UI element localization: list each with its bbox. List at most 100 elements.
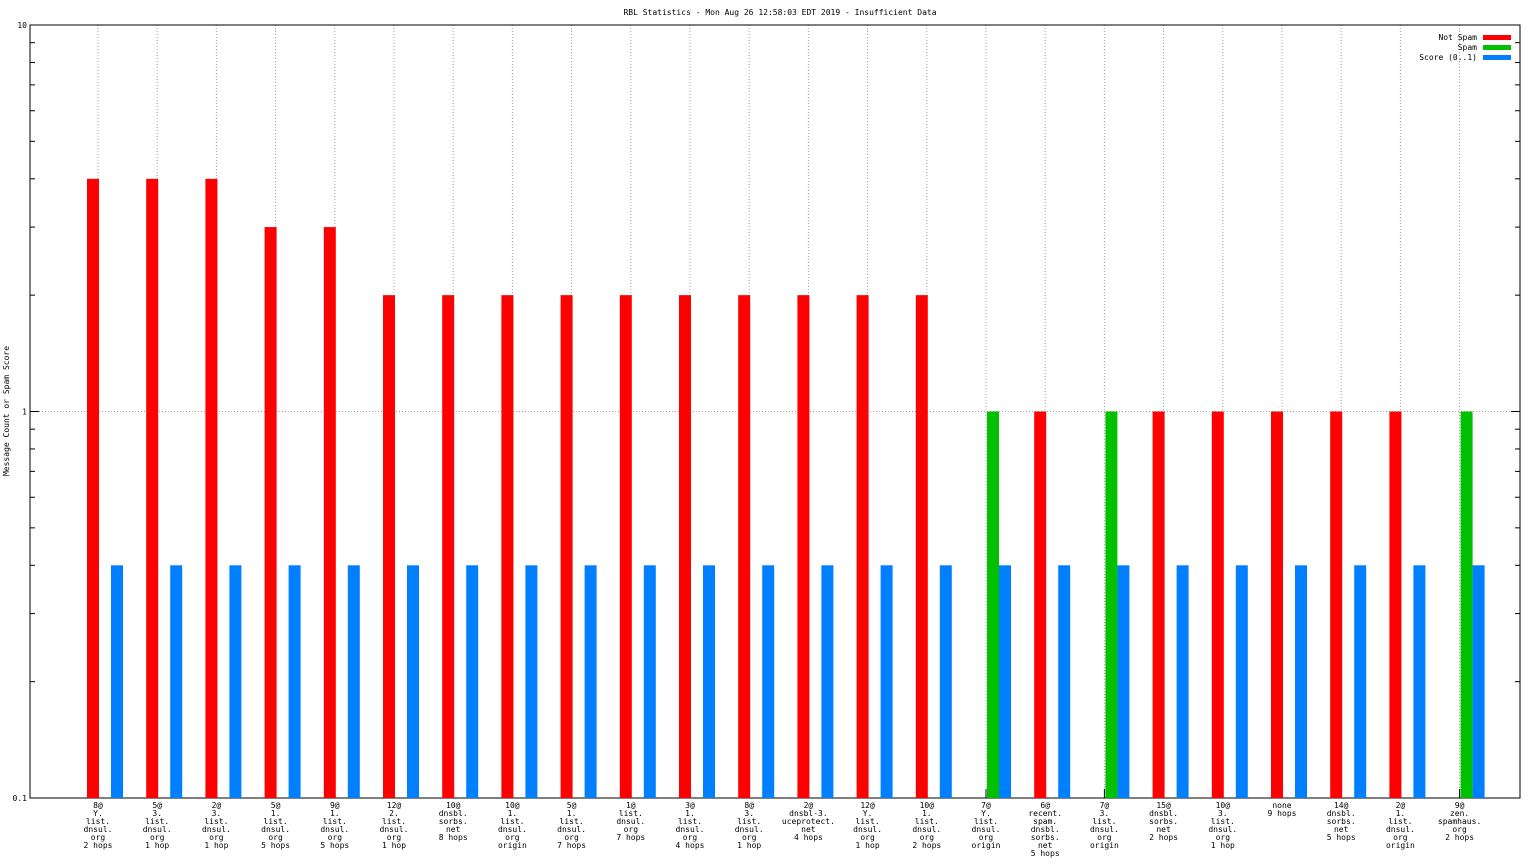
x-tick-line: org [328,833,343,842]
x-tick-line: list. [264,817,288,826]
x-tick-line: list. [323,817,347,826]
bar [205,178,218,798]
x-tick-line: dnsul. [143,825,172,834]
x-tick-line: org [1393,833,1408,842]
bar [323,227,336,798]
y-tick-label: 0.1 [13,794,28,803]
x-tick-line: 3. [212,809,222,818]
x-tick-line: 3@ [685,801,695,810]
x-tick-label: 8@ Y. list. dnsul. org 2 hops [84,801,113,850]
x-tick-line: 1 hop [856,841,880,850]
bar [347,565,360,798]
bar [146,178,159,798]
bar [703,565,715,798]
bar [170,565,183,798]
bar [738,295,751,798]
x-tick-line: 10@ [920,801,935,810]
x-tick-line: list. [678,817,702,826]
x-tick-line: org [1452,825,1467,834]
x-tick-line: dnsul. [616,817,645,826]
x-tick-line: org [505,833,520,842]
bar [525,565,538,798]
bar [1176,565,1189,798]
x-tick-line: 1. [922,809,932,818]
x-tick-line: 7@ [1100,801,1110,810]
x-tick-label: none 9 hops [1268,801,1297,818]
bar [1152,411,1165,798]
x-tick-label: 3@ 1. list. dnsul. org 4 hops [676,801,705,850]
x-tick-line: Y. [863,809,873,818]
x-tick-line: 5 hops [1031,849,1060,858]
bar [1330,411,1343,798]
bar [288,565,301,798]
x-tick-line: net [1156,825,1171,834]
x-tick-line: dnsul. [912,825,941,834]
x-tick-line: 3. [1100,809,1110,818]
x-tick-line: 6@ [1040,801,1050,810]
bar [584,565,597,798]
x-tick-line: 8@ [744,801,754,810]
x-tick-line: 4 hops [794,833,823,842]
x-tick-line: 2 hops [1149,833,1178,842]
bar [466,565,479,798]
x-tick-line: net [1334,825,1349,834]
x-tick-line: 3. [1218,809,1228,818]
x-tick-label: 10@ 1. list. dnsul. org origin [498,801,527,850]
x-tick-line: net [446,825,461,834]
x-tick-line: list. [382,817,406,826]
x-tick-line: dnsul. [261,825,290,834]
bar [880,565,893,798]
legend-label: Score (0..1) [1419,53,1477,62]
x-tick-label: 2@ dnsbl-3. uceprotect. net 4 hops [782,801,835,842]
bar [229,565,242,798]
bar [560,295,573,798]
x-tick-line: 5@ [271,801,281,810]
x-tick-line: none [1272,801,1291,810]
x-tick-line: dnsbl. [1031,825,1060,834]
x-tick-line: 1 hop [382,841,406,850]
x-tick-line: 2 hops [84,841,113,850]
x-tick-line: dnsul. [972,825,1001,834]
x-tick-line: uceprotect. [782,817,835,826]
x-tick-label: 10@ 3. list. dnsul. org 1 hop [1208,801,1237,850]
x-tick-line: dnsul. [557,825,586,834]
bar [856,295,869,798]
x-tick-line: 1. [567,809,577,818]
x-tick-line: 1@ [626,801,636,810]
x-tick-line: list. [1388,817,1412,826]
legend-swatch [1483,45,1511,50]
x-tick-line: 9@ [330,801,340,810]
x-tick-line: list. [500,817,524,826]
x-tick-line: 7@ [981,801,991,810]
plot-border [29,24,1521,799]
bar [87,178,99,798]
chart-title: RBL Statistics - Mon Aug 26 12:58:03 EDT… [623,8,936,17]
x-tick-line: dnsul. [84,825,113,834]
x-tick-line: dnsul. [676,825,705,834]
x-tick-line: origin [498,841,527,850]
x-tick-label: 1@ list. dnsul. org 7 hops [616,801,645,842]
x-tick-line: 1. [1396,809,1406,818]
x-tick-line: dnsbl. [439,809,468,818]
x-tick-label: 8@ 3. list. dnsul. org 1 hop [735,801,764,850]
x-tick-line: recent. [1028,809,1062,818]
x-tick-line: org [564,833,579,842]
x-tick-label: 10@ 1. list. dnsul. org 2 hops [912,801,941,850]
bar [915,295,928,798]
bar [1472,565,1485,798]
legend-swatch [1483,55,1511,60]
x-tick-line: 1 hop [1211,841,1235,850]
bar [1389,411,1402,798]
bar [501,295,514,798]
x-tick-line: 10@ [446,801,461,810]
x-tick-line: list. [915,817,939,826]
x-tick-line: dnsul. [380,825,409,834]
x-tick-line: dnsbl. [1149,809,1178,818]
x-tick-line: 2 hops [1445,833,1474,842]
x-tick-line: spam. [1033,817,1057,826]
x-tick-label: 12@ Y. list. dnsul. org 1 hop [853,801,882,850]
x-tick-line: 7 hops [557,841,586,850]
bar [407,565,419,798]
x-tick-line: 3. [152,809,162,818]
x-tick-line: dnsul. [735,825,764,834]
